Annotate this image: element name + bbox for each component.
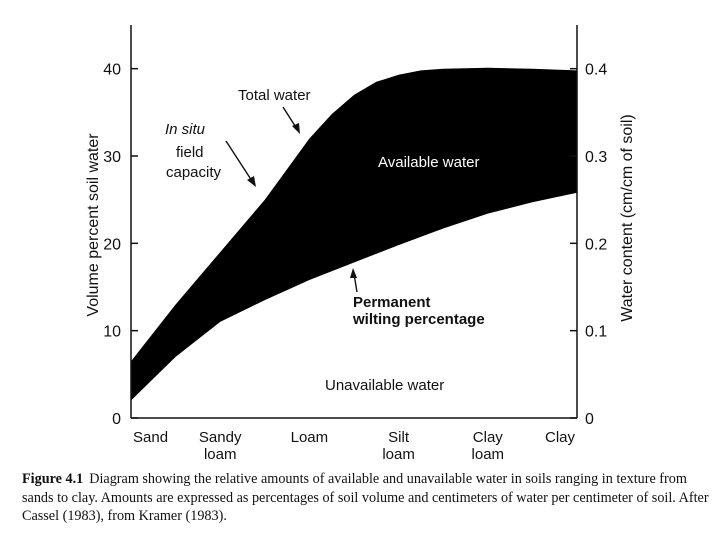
y-tick-label: 0	[112, 411, 121, 428]
category-label: Clay	[545, 429, 576, 446]
category-label: loam	[472, 446, 505, 463]
category-label: Sand	[133, 429, 168, 446]
category-label: Silt	[388, 429, 410, 446]
unavailable-water-label: Unavailable water	[325, 377, 444, 394]
y2-tick-label: 0	[585, 411, 594, 428]
pwp-label-line1: Permanent	[353, 294, 431, 311]
y2-tick-label: 0.1	[585, 324, 607, 341]
category-label: Sandy	[199, 429, 242, 446]
category-label: Loam	[291, 429, 329, 446]
capacity-label: capacity	[166, 164, 222, 181]
y2-tick-label: 0.3	[585, 149, 607, 166]
total-water-arrowhead	[292, 123, 300, 134]
right-tick-labels: 0 0.1 0.2 0.3 0.4	[585, 62, 607, 428]
y-tick-label: 40	[103, 62, 121, 79]
figure-label: Figure 4.1	[22, 471, 84, 487]
in-situ-arrow	[225, 140, 253, 182]
y2-axis-title: Water content (cm/cm of soil)	[619, 114, 636, 321]
in-situ-arrowhead	[247, 176, 256, 187]
left-tick-labels: 0 10 20 30 40	[103, 62, 121, 428]
available-water-band	[131, 67, 577, 401]
y2-tick-label: 0.4	[585, 62, 607, 79]
category-label: loam	[382, 446, 415, 463]
in-situ-label: In situ	[165, 121, 206, 138]
y2-tick-label: 0.2	[585, 236, 607, 253]
figure-caption: Figure 4.1 Diagram showing the relative a…	[22, 470, 712, 526]
category-label: loam	[204, 446, 237, 463]
y-tick-label: 10	[103, 324, 121, 341]
figure-caption-text: Diagram showing the relative amounts of …	[22, 471, 709, 524]
pwp-label-line2: wilting percentage	[352, 311, 485, 328]
y-axis-title: Volume percent soil water	[85, 133, 102, 317]
available-water-label: Available water	[378, 154, 479, 171]
field-label: field	[176, 144, 204, 161]
y-tick-label: 20	[103, 236, 121, 253]
pwp-arrowhead	[350, 268, 357, 278]
y-tick-label: 30	[103, 149, 121, 166]
total-water-label: Total water	[238, 87, 311, 104]
ticks	[131, 67, 577, 419]
category-label: Clay	[473, 429, 504, 446]
